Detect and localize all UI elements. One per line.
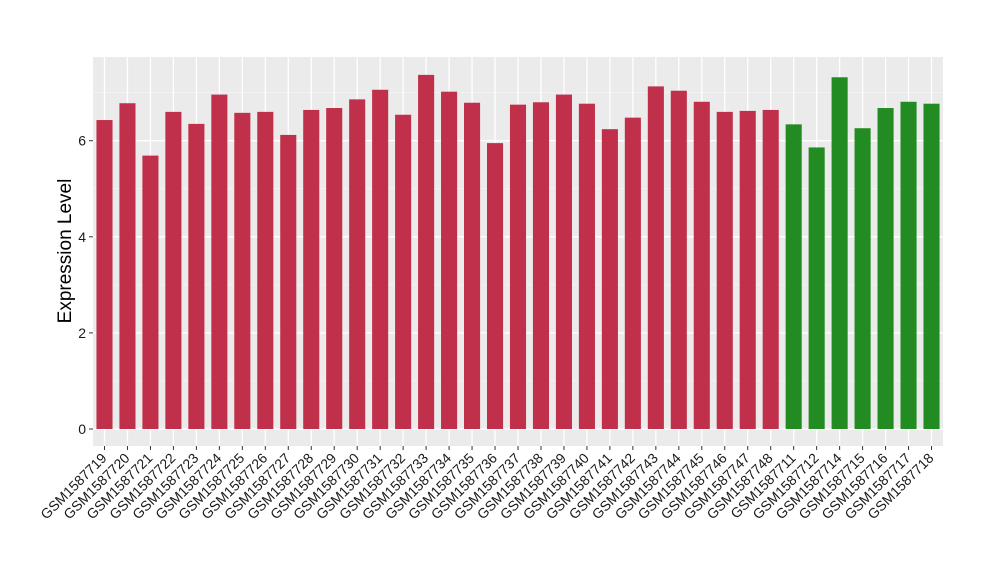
- bar-GSM1587711: [785, 124, 802, 430]
- bar-GSM1587747: [739, 110, 756, 429]
- bar-GSM1587721: [142, 155, 159, 429]
- bar-GSM1587735: [464, 102, 481, 430]
- bar-GSM1587737: [509, 104, 527, 429]
- bar-GSM1587727: [280, 134, 297, 429]
- bar-GSM1587739: [555, 94, 572, 429]
- bar-GSM1587741: [601, 129, 618, 430]
- bar-GSM1587714: [831, 77, 848, 430]
- bar-GSM1587715: [854, 128, 871, 429]
- y-tick-label: 2: [78, 325, 86, 341]
- bar-GSM1587725: [234, 112, 251, 429]
- bar-GSM1587734: [441, 91, 458, 429]
- bar-GSM1587724: [211, 94, 228, 429]
- y-tick-label: 6: [78, 133, 86, 149]
- bar-GSM1587728: [303, 109, 320, 429]
- bar-GSM1587719: [96, 120, 113, 429]
- bar-GSM1587718: [923, 103, 940, 429]
- bar-GSM1587720: [119, 103, 136, 429]
- bar-GSM1587744: [670, 90, 687, 429]
- y-tick-label: 0: [78, 421, 86, 437]
- bar-GSM1587743: [647, 86, 664, 430]
- bar-GSM1587731: [372, 89, 389, 430]
- bar-GSM1587745: [693, 101, 710, 429]
- bar-GSM1587717: [900, 101, 917, 429]
- y-axis: 0 2 4 6: [78, 133, 93, 437]
- bar-GSM1587732: [395, 114, 412, 429]
- bar-GSM1587712: [808, 147, 825, 429]
- bar-GSM1587736: [486, 143, 504, 429]
- bars-group: [96, 74, 940, 430]
- bar-GSM1587740: [578, 103, 595, 429]
- y-axis-title: Expression Level: [55, 179, 76, 324]
- bar-GSM1587738: [532, 102, 550, 429]
- bar-GSM1587730: [349, 99, 366, 429]
- bar-GSM1587748: [762, 109, 779, 429]
- bar-GSM1587729: [326, 108, 343, 429]
- bar-GSM1587742: [624, 117, 641, 429]
- bar-GSM1587716: [877, 108, 894, 429]
- bar-GSM1587722: [165, 111, 182, 430]
- x-axis: GSM1587719GSM1587720GSM1587721GSM1587722…: [37, 446, 937, 522]
- bar-GSM1587746: [716, 111, 733, 430]
- bar-GSM1587726: [257, 111, 274, 430]
- bar-GSM1587723: [188, 123, 205, 429]
- bar-GSM1587733: [418, 74, 435, 430]
- y-tick-label: 4: [78, 229, 86, 245]
